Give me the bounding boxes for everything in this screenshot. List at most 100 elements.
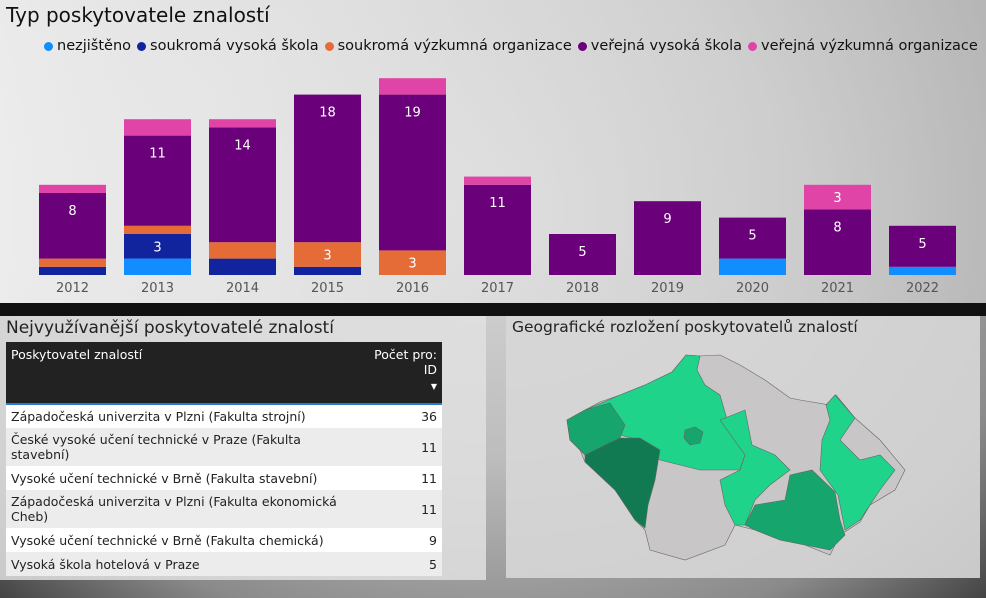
provider-name: České vysoké učení technické v Praze (Fa… [6, 428, 357, 466]
legend-dot [748, 41, 757, 51]
legend-item[interactable]: nezjištěno [44, 38, 131, 54]
legend-label: soukromá výzkumná organizace [337, 38, 572, 54]
provider-name: Západočeská univerzita v Plzni (Fakulta … [6, 490, 357, 528]
stacked-bar-chart: 8 2012 3 11 2013 14 2014 3 18 2015 3 19 2016 11 2017 5 2… [39, 78, 956, 296]
table-row[interactable]: Vysoké učení technické v Brně (Fakulta s… [6, 466, 442, 490]
bar-segment[interactable] [889, 266, 956, 275]
map-region-brno[interactable] [744, 469, 846, 551]
bar-segment[interactable] [124, 234, 191, 259]
data-label: 9 [663, 212, 671, 227]
map-region-moravia-east[interactable] [819, 394, 896, 531]
bar-segment[interactable] [39, 193, 106, 259]
bar-segment[interactable] [124, 119, 191, 136]
x-tick-label: 2019 [651, 281, 684, 296]
legend-label: veřejná výzkumná organizace [761, 38, 978, 54]
provider-count: 11 [356, 466, 442, 490]
bar-segment[interactable] [889, 225, 956, 267]
bar-segment[interactable] [124, 225, 191, 234]
legend-dot [44, 41, 53, 51]
bar-segment[interactable] [209, 119, 276, 128]
bar-segment[interactable] [294, 266, 361, 275]
bar-segment[interactable] [464, 184, 531, 275]
data-label: 5 [748, 229, 756, 244]
bar-segment[interactable] [379, 94, 446, 251]
bar-segment[interactable] [209, 127, 276, 243]
count-header-label: Počet pro: ID [374, 347, 437, 377]
legend-item[interactable]: veřejná výzkumná organizace [748, 38, 978, 54]
bar-segment[interactable] [634, 201, 701, 275]
x-tick-label: 2013 [141, 281, 174, 296]
data-label: 19 [404, 106, 421, 121]
data-label: 5 [918, 237, 926, 252]
bar-segment[interactable] [804, 209, 871, 275]
legend-dot [137, 41, 147, 51]
data-label: 14 [234, 138, 251, 153]
data-label: 3 [323, 249, 331, 264]
bar-chart-panel: Typ poskytovatele znalostí nezjištěno sou… [0, 0, 986, 303]
table-row[interactable]: Západočeská univerzita v Plzni (Fakulta … [6, 404, 442, 428]
legend-item[interactable]: veřejná vysoká škola [577, 38, 742, 54]
provider-count: 36 [356, 404, 442, 428]
bar-segment[interactable] [124, 258, 191, 275]
providers-table: Poskytovatel znalostí Počet pro: ID ▼ Záp… [6, 342, 442, 576]
sort-desc-icon: ▼ [430, 382, 437, 391]
bar-segment[interactable] [39, 184, 106, 193]
table-title: Nejvyužívanější poskytovatelé znalostí [6, 318, 334, 338]
data-label: 11 [489, 196, 506, 211]
provider-count: 5 [356, 552, 442, 576]
legend-label: soukromá vysoká škola [150, 38, 319, 54]
data-label: 3 [833, 191, 841, 206]
legend-dot [324, 41, 334, 51]
table-row[interactable]: České vysoké učení technické v Praze (Fa… [6, 428, 442, 466]
bar-segment[interactable] [719, 258, 786, 275]
x-tick-label: 2017 [481, 281, 514, 296]
provider-name: Vysoké učení technické v Brně (Fakulta s… [6, 466, 357, 490]
x-tick-label: 2018 [566, 281, 599, 296]
bar-segment[interactable] [379, 78, 446, 95]
column-header-provider[interactable]: Poskytovatel znalostí [6, 342, 357, 405]
data-label: 5 [578, 245, 586, 260]
map-region-prague[interactable] [683, 426, 704, 446]
x-tick-label: 2022 [906, 281, 939, 296]
map-region-central[interactable] [719, 409, 791, 526]
data-label: 18 [319, 106, 336, 121]
table-row[interactable]: Vysoká škola hotelová v Praze 5 [6, 552, 442, 576]
legend-item[interactable]: soukromá vysoká škola [137, 38, 319, 54]
bar-segment[interactable] [124, 135, 191, 226]
provider-name: Vysoká škola hotelová v Praze [6, 552, 357, 576]
map-panel: Geografické rozložení poskytovatelů znal… [506, 316, 980, 578]
chart-title: Typ poskytovatele znalostí [6, 3, 270, 27]
provider-count: 11 [356, 490, 442, 528]
czech-districts-map[interactable] [506, 316, 980, 578]
data-label: 3 [408, 257, 416, 272]
provider-name: Vysoké učení technické v Brně (Fakulta c… [6, 528, 357, 552]
bar-segment[interactable] [464, 176, 531, 185]
table-row[interactable]: Vysoké učení technické v Brně (Fakulta c… [6, 528, 442, 552]
provider-count: 11 [356, 428, 442, 466]
bar-segment[interactable] [719, 217, 786, 259]
bar-segment[interactable] [804, 184, 871, 210]
bar-segment[interactable] [294, 242, 361, 267]
provider-count: 9 [356, 528, 442, 552]
data-label: 8 [68, 204, 76, 219]
data-label: 8 [833, 220, 841, 235]
x-tick-label: 2012 [56, 281, 89, 296]
chart-legend: nezjištěno soukromá vysoká škola soukromá … [44, 38, 978, 54]
provider-name: Západočeská univerzita v Plzni (Fakulta … [6, 404, 357, 428]
table-row[interactable]: Západočeská univerzita v Plzni (Fakulta … [6, 490, 442, 528]
bar-segment[interactable] [39, 266, 106, 275]
x-tick-label: 2015 [311, 281, 344, 296]
bar-segment[interactable] [379, 250, 446, 275]
bar-segment[interactable] [209, 258, 276, 275]
legend-dot [577, 41, 587, 51]
bar-segment[interactable] [549, 234, 616, 275]
column-header-count[interactable]: Počet pro: ID ▼ [356, 342, 442, 405]
x-tick-label: 2021 [821, 281, 854, 296]
bar-segment[interactable] [209, 242, 276, 259]
data-label: 11 [149, 147, 166, 162]
legend-item[interactable]: soukromá výzkumná organizace [324, 38, 572, 54]
bar-segment[interactable] [294, 94, 361, 243]
bar-segment[interactable] [39, 258, 106, 267]
map-region-plzen[interactable] [584, 437, 661, 529]
data-label: 3 [153, 240, 161, 255]
